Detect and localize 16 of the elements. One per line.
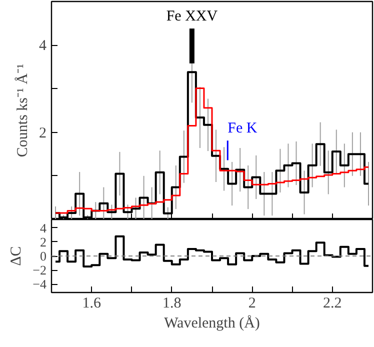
x-tick-label: 1.8 xyxy=(162,296,182,312)
y-tick-label: 4 xyxy=(40,220,47,236)
x-tick-label: 2 xyxy=(248,296,256,312)
y-tick-label: −4 xyxy=(32,276,47,292)
x-axis-title: Wavelength (Å) xyxy=(164,314,260,332)
y-axis-title: ΔC xyxy=(8,246,25,266)
y-tick-label: −2 xyxy=(32,262,47,278)
y-tick-label: 2 xyxy=(40,234,46,250)
y-axis-title: Counts ks⁻¹ Å⁻¹ xyxy=(14,64,31,158)
x-tick-label: 2.2 xyxy=(323,296,342,312)
annotation: Fe K xyxy=(228,120,258,137)
y-tick-label: 2 xyxy=(39,125,46,142)
y-tick-label: 0 xyxy=(40,248,46,264)
annotation: Fe XXV xyxy=(166,8,218,25)
x-tick-label: 1.6 xyxy=(82,296,102,312)
y-tick-label: 4 xyxy=(39,38,47,54)
